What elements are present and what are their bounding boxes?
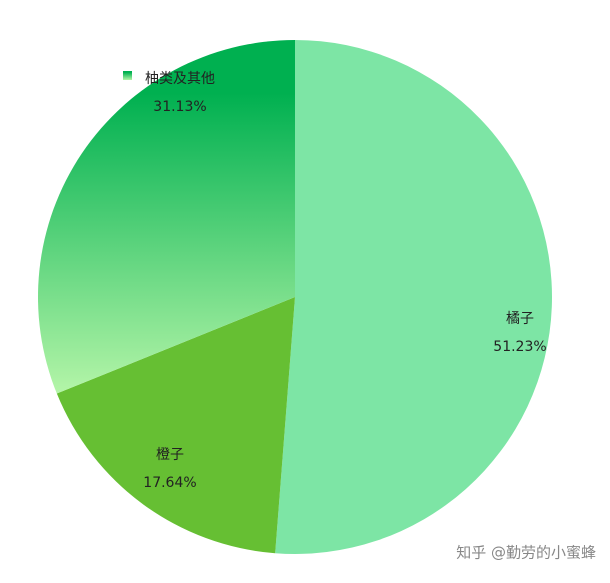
- slice-label: 柚类及其他: [145, 71, 215, 87]
- slice-label: 橙子: [156, 447, 184, 463]
- pie-slice: [37, 40, 296, 394]
- slice-label: 橘子: [506, 311, 534, 327]
- watermark: 知乎 @勤劳的小蜜蜂: [456, 544, 596, 562]
- slice-value-label: 31.13%: [153, 99, 206, 115]
- slice-value-label: 17.64%: [143, 475, 196, 491]
- pie-slice: [56, 297, 295, 554]
- legend-icon: [123, 71, 132, 80]
- slice-value-label: 51.23%: [493, 339, 546, 355]
- pie-slice: [275, 40, 552, 554]
